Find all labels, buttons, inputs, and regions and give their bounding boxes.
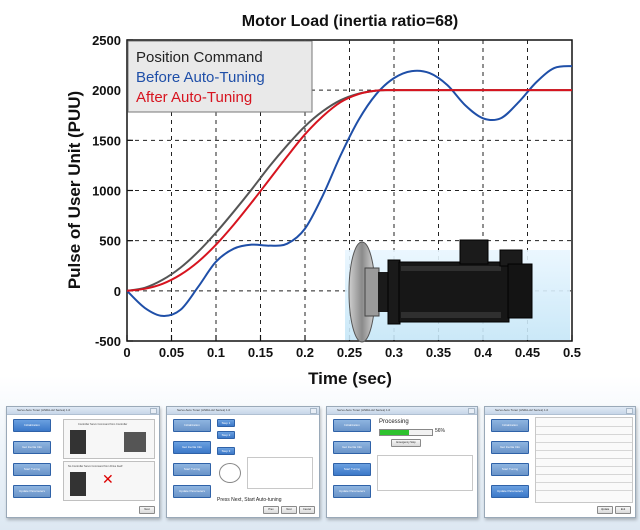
parameter-table [535,417,633,503]
x-tick-label: 0 [123,345,130,360]
servo-drive-icon [70,430,86,454]
series-after-auto-tuning [127,89,572,292]
servo-motor-icon [345,239,570,343]
y-tick-label: 0 [114,284,121,299]
step-update-parameters[interactable]: Update Parameters [491,485,529,498]
close-window-icon[interactable] [150,408,157,414]
y-tick-label: -500 [95,334,121,349]
step-get-inertia[interactable]: Get Inertia Info [173,441,211,454]
controller-panel-label: Controller Servo Command from Controller [78,423,128,426]
chart-title: Motor Load (inertia ratio=68) [242,13,458,30]
progress-bar [379,429,433,436]
step-2-label: Step 2 [217,431,235,439]
window-titlebar [167,407,319,415]
step-start-tuning[interactable]: Start Tuning [333,463,371,476]
x-tick-label: 0.35 [426,345,451,360]
window-title: Servo Auto Tuner (ASDA-A2 Series) 1.0 [495,408,549,412]
step-column: Initialization Get Inertia Info Start Tu… [333,419,371,507]
legend-label-before-auto-tuning: Before Auto-Tuning [136,69,265,86]
step-update-parameters[interactable]: Update Parameters [173,485,211,498]
cancel-button[interactable]: Cancel [299,506,315,514]
legend: Position Command Before Auto-Tuning Afte… [127,40,313,113]
x-tick-label: 0.5 [563,345,581,360]
screenshot-update-parameters: Servo Auto Tuner (ASDA-A2 Series) 1.0 In… [484,406,636,518]
step-initialization[interactable]: Initialization [491,419,529,432]
y-axis-ticks: -500 0 500 1000 1500 2000 2500 [92,33,133,349]
settings-box [247,457,313,489]
tuning-parameters-box [377,455,473,491]
step-get-inertia[interactable]: Get Inertia Info [13,441,51,454]
step-initialization[interactable]: Initialization [13,419,51,432]
x-tick-label: 0.1 [207,345,225,360]
x-tick-label: 0.2 [296,345,314,360]
screenshot-connection-mode: Servo Auto Tuner (ASDA-A2 Series) 1.0 In… [6,406,160,518]
window-title: Servo Auto Tuner (ASDA-A2 Series) 1.0 [177,408,231,412]
window-title: Servo Auto Tuner (ASDA-A2 Series) 1.0 [337,408,391,412]
step-3-label: Step 3 [217,447,235,455]
close-window-icon[interactable] [468,408,475,414]
step-1-label: Step 1 [217,419,235,427]
next-button[interactable]: Next [139,506,155,514]
y-tick-label: 1500 [92,133,121,148]
step-column: Initialization Get Inertia Info Start Tu… [13,419,51,507]
motor-load-chart: Motor Load (inertia ratio=68) 0 0.05 0.1 0.… [65,13,581,388]
x-tick-label: 0.15 [248,345,273,360]
progress-percent: 56% [435,428,446,434]
prev-button[interactable]: Prev [263,506,279,514]
window-titlebar [485,407,635,415]
window-title: Servo Auto Tuner (ASDA-A2 Series) 1.0 [17,408,71,412]
instruction-caption: Press Next, Start Auto-tuning [217,497,282,503]
emergency-stop-button[interactable]: Emergency Stop [391,439,421,447]
motor-thumbnail-icon [219,463,241,483]
x-axis-label: Time (sec) [308,369,392,388]
close-window-icon[interactable] [626,408,633,414]
x-axis-ticks: 0 0.05 0.1 0.15 0.2 0.25 0.3 0.35 0.4 0.45 0.5 [123,335,581,360]
step-update-parameters[interactable]: Update Parameters [13,485,51,498]
step-initialization[interactable]: Initialization [333,419,371,432]
x-tick-label: 0.4 [474,345,493,360]
cross-icon: ✕ [102,471,114,487]
screenshot-tuning-progress: Servo Auto Tuner (ASDA-A2 Series) 1.0 In… [326,406,478,518]
x-tick-label: 0.25 [337,345,362,360]
window-titlebar [7,407,159,415]
standalone-panel-label: No Controller Servo Command from Drive I… [68,465,123,468]
x-tick-label: 0.45 [515,345,540,360]
y-axis-label: Pulse of User Unit (PUU) [65,91,84,289]
update-button[interactable]: Update [597,506,613,514]
controller-icon [124,432,146,452]
legend-label-position-command: Position Command [136,49,263,66]
standalone-panel[interactable]: No Controller Servo Command from Drive I… [63,461,155,501]
step-start-tuning[interactable]: Start Tuning [491,463,529,476]
step-start-tuning[interactable]: Start Tuning [13,463,51,476]
y-tick-label: 2500 [92,33,121,48]
step-get-inertia[interactable]: Get Inertia Info [333,441,371,454]
window-titlebar [327,407,477,415]
y-tick-label: 1000 [92,184,121,199]
x-tick-label: 0.3 [385,345,403,360]
x-tick-label: 0.05 [159,345,184,360]
controller-panel[interactable]: Controller Servo Command from Controller [63,419,155,459]
step-column: Initialization Get Inertia Info Start Tu… [173,419,211,507]
servo-drive-icon [70,472,86,496]
step-get-inertia[interactable]: Get Inertia Info [491,441,529,454]
legend-label-after-auto-tuning: After Auto-Tuning [136,89,252,106]
processing-status: Processing [379,419,409,425]
step-update-parameters[interactable]: Update Parameters [333,485,371,498]
y-tick-label: 500 [99,234,121,249]
step-column: Initialization Get Inertia Info Start Tu… [491,419,529,507]
y-tick-label: 2000 [92,83,121,98]
series-layer [127,65,572,317]
progress-bar-fill [380,430,410,435]
close-window-icon[interactable] [310,408,317,414]
screenshot-inertia-estimation: Servo Auto Tuner (ASDA-A2 Series) 1.0 In… [166,406,320,518]
series-before-auto-tuning [127,65,572,317]
step-start-tuning[interactable]: Start Tuning [173,463,211,476]
exit-button[interactable]: Exit [615,506,631,514]
next-button[interactable]: Next [281,506,297,514]
step-initialization[interactable]: Initialization [173,419,211,432]
